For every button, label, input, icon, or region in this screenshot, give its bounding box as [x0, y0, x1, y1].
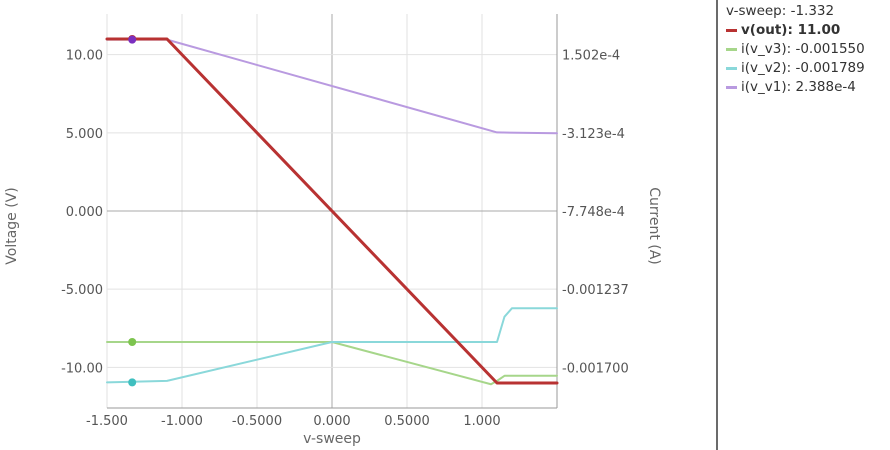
series-line-i-v-v2[interactable] [106, 307, 558, 384]
axis-layer [107, 14, 558, 409]
legend-item-i-v-v3[interactable]: i(v_v3): -0.001550 [726, 40, 890, 59]
x-tick-label: 1.000 [463, 414, 500, 429]
legend-cursor-readout: v-sweep: -1.332 [726, 2, 890, 21]
legend-item-i-v-v1[interactable]: i(v_v1): 2.388e-4 [726, 78, 890, 97]
legend-swatch-v-out [726, 29, 737, 32]
legend-swatch-i-v-v1 [726, 86, 737, 89]
y-left-tick-label: 10.00 [66, 49, 103, 64]
legend-item-value: 11.00 [797, 22, 841, 38]
cursor-marker-i-v-v1 [128, 35, 137, 44]
y-axis-right-title: Current (A) [646, 187, 662, 265]
legend-item-v-out[interactable]: v(out): 11.00 [726, 21, 890, 40]
legend-swatch-i-v-v3 [726, 48, 737, 51]
x-axis-title: v-sweep [303, 431, 361, 447]
series-line-v-out[interactable] [105, 37, 559, 385]
y-left-tick-label: -10.00 [61, 361, 103, 376]
label-layer: v-sweep Voltage (V) Current (A) -1.500 -1… [4, 49, 662, 447]
marker-layer [128, 35, 137, 387]
legend-item-name: i(v_v3) [741, 41, 787, 57]
legend-cursor-label: v-sweep: -1.332 [726, 3, 835, 19]
x-tick-label: -1.500 [86, 414, 128, 429]
y-left-tick-label: -5.000 [61, 283, 103, 298]
legend-item-i-v-v2[interactable]: i(v_v2): -0.001789 [726, 59, 890, 78]
x-tick-label: 0.000 [313, 414, 350, 429]
x-tick-label: -1.000 [161, 414, 203, 429]
y-axis-left-title: Voltage (V) [4, 187, 20, 264]
legend-item-value: -0.001789 [795, 60, 865, 76]
y-right-tick-label: -0.001700 [562, 361, 629, 376]
x-tick-label: -0.5000 [232, 414, 282, 429]
legend-panel: v-sweep: -1.332 v(out): 11.00 i(v_v3): -… [716, 0, 890, 450]
legend-item-name: i(v_v1) [741, 79, 787, 95]
series-line-i-v-v3[interactable] [106, 341, 558, 386]
y-right-tick-label: -7.748e-4 [562, 205, 625, 220]
y-right-tick-label: -3.123e-4 [562, 127, 625, 142]
cursor-marker-i-v-v2 [128, 378, 137, 387]
legend-item-value: 2.388e-4 [795, 79, 856, 95]
y-left-tick-label: 5.000 [66, 127, 103, 142]
x-tick-label: 0.5000 [384, 414, 430, 429]
legend-item-name: v(out) [741, 22, 788, 38]
y-right-tick-label: 1.502e-4 [562, 49, 620, 64]
cursor-marker-i-v-v3 [128, 337, 137, 346]
legend-item-name: i(v_v2) [741, 60, 787, 76]
y-right-tick-label: -0.001237 [562, 283, 629, 298]
legend-swatch-i-v-v2 [726, 67, 737, 70]
legend-item-value: -0.001550 [795, 41, 865, 57]
y-left-tick-label: 0.000 [66, 205, 103, 220]
series-layer [105, 37, 559, 386]
